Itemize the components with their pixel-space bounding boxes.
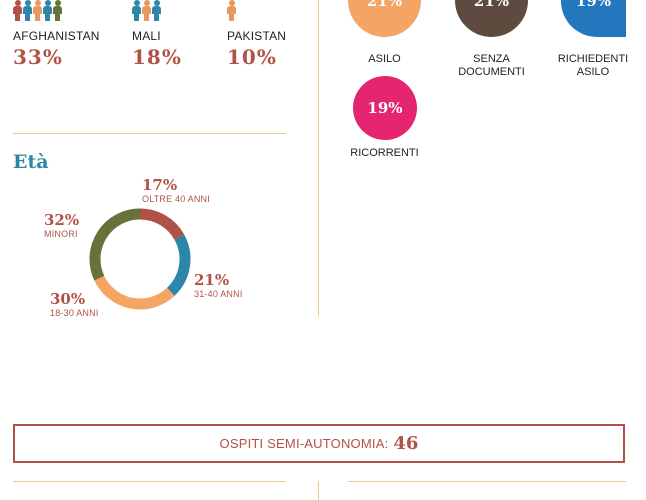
status-circle-senza-documenti: 21% <box>455 0 528 37</box>
bottom-column-divider <box>318 481 319 500</box>
donut-slice-18-30 <box>94 275 175 310</box>
age-label-minori-percent: 32% <box>44 211 80 229</box>
person-icon <box>13 0 22 22</box>
status-percent: 21% <box>366 0 403 10</box>
status-percent: 19% <box>367 99 403 117</box>
person-icon <box>43 0 52 22</box>
person-icon <box>23 0 32 22</box>
donut-slice-over-40 <box>139 208 185 241</box>
status-label-senza-documenti: SENZA DOCUMENTI <box>458 53 525 78</box>
country-afghanistan: AFGHANISTAN <box>13 29 100 43</box>
bottom-divider-right <box>348 481 626 482</box>
bottom-divider-left <box>13 481 286 482</box>
status-circle-ricorrenti: 19% <box>353 76 417 140</box>
status-percent: 19% <box>575 0 612 10</box>
status-label-asilo: ASILO <box>368 53 401 65</box>
person-icon <box>53 0 62 22</box>
age-label-31-40-text: 31-40 ANNI <box>194 289 243 299</box>
column-divider <box>318 0 319 316</box>
status-percent: 21% <box>473 0 510 10</box>
summary-box: OSPITI SEMI-AUTONOMIA: 46 <box>13 424 625 463</box>
status-circle-richiedenti-asilo: 19% <box>561 0 626 37</box>
age-label-minori-text: MINORI <box>44 229 78 239</box>
person-icon <box>142 0 151 22</box>
status-label-richiedenti-asilo: RICHIEDENTI ASILO <box>557 53 629 78</box>
age-label-18-30-percent: 30% <box>50 290 86 308</box>
status-circle-asilo: 21% <box>348 0 421 37</box>
age-label-over-40-percent: 17% <box>142 176 178 194</box>
country-pakistan: PAKISTAN <box>227 29 287 43</box>
percent-pakistan: 10% <box>227 45 277 69</box>
mali-people-icons <box>132 0 161 22</box>
summary-label: OSPITI SEMI-AUTONOMIA: <box>219 436 389 451</box>
afghanistan-people-icons <box>13 0 62 22</box>
pakistan-people-icons <box>227 0 236 22</box>
person-icon <box>33 0 42 22</box>
donut-slice-minori <box>89 208 141 281</box>
age-section-title: Età <box>13 151 49 173</box>
age-label-18-30-text: 18-30 ANNI <box>50 308 99 318</box>
summary-value: 46 <box>393 433 419 454</box>
person-icon <box>132 0 141 22</box>
age-donut-chart <box>89 208 191 310</box>
section-divider <box>13 133 286 134</box>
country-mali: MALI <box>132 29 161 43</box>
status-label-ricorrenti: RICORRENTI <box>350 147 419 159</box>
age-label-over-40-text: OLTRE 40 ANNI <box>142 194 210 204</box>
percent-mali: 18% <box>132 45 182 69</box>
age-label-31-40-percent: 21% <box>194 271 230 289</box>
person-icon <box>152 0 161 22</box>
percent-afghanistan: 33% <box>13 45 63 69</box>
donut-slice-31-40 <box>166 234 191 296</box>
person-icon <box>227 0 236 22</box>
